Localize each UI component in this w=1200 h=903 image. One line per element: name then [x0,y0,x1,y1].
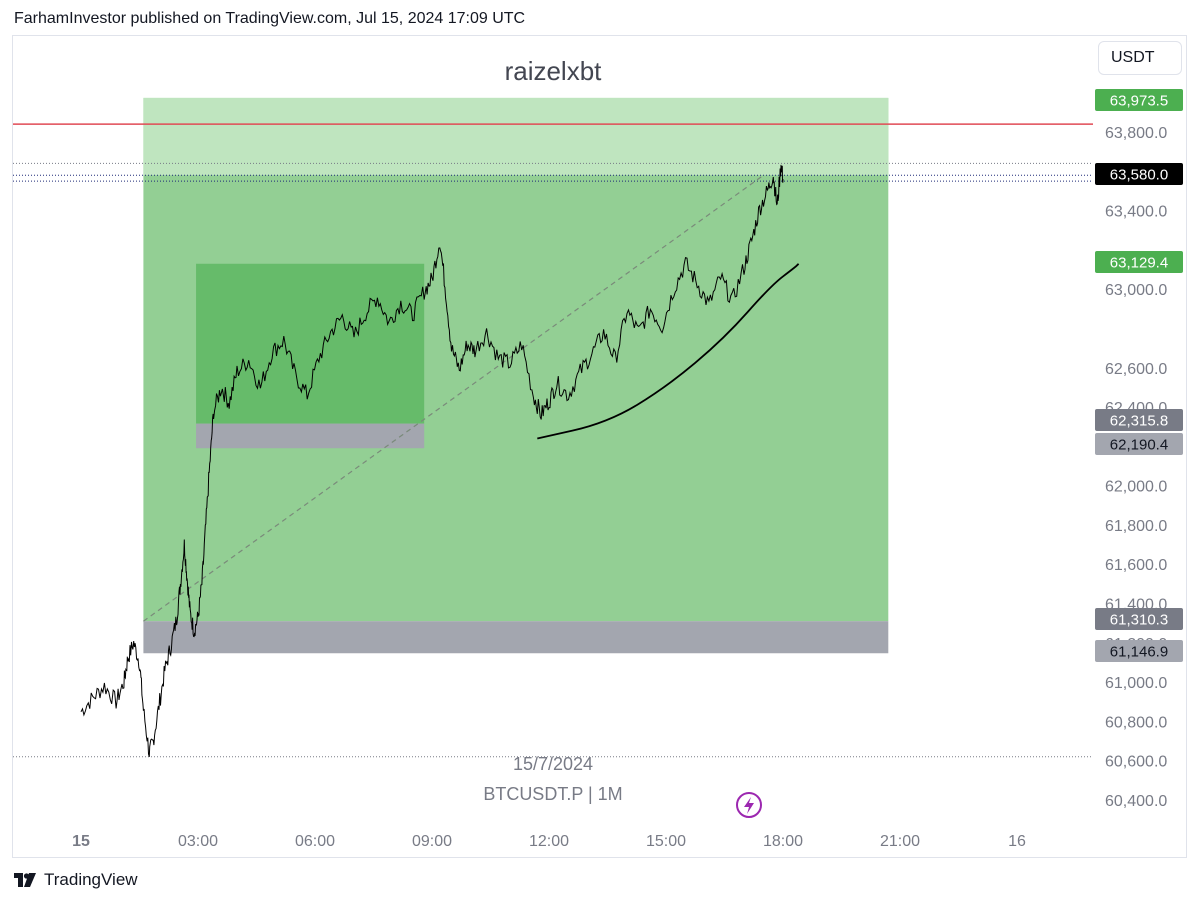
price-badge-bg [1095,409,1183,431]
x-tick-label: 18:00 [763,833,803,850]
price-badge-bg [1095,640,1183,662]
tradingview-brand-label: TradingView [44,870,138,889]
x-tick-label: 09:00 [412,833,452,850]
tradingview-brand[interactable]: TradingView [14,870,138,890]
price-badge-bg [1095,251,1183,273]
y-tick-label: 60,600.0 [1105,754,1167,771]
chart-title: raizelxbt [505,56,603,86]
price-badge-bg [1095,89,1183,111]
x-tick-label: 06:00 [295,833,335,850]
y-tick-label: 61,000.0 [1105,675,1167,692]
currency-button[interactable]: USDT [1098,41,1182,75]
price-badges: 63,973.5 63,580.0 63,129.4 62,315.8 62,190.4… [1095,89,1183,662]
price-badge-label: 63,973.5 [1110,93,1168,110]
lightning-icon[interactable] [736,792,762,818]
price-badge-label: 63,580.0 [1110,167,1168,184]
y-tick-label: 61,600.0 [1105,557,1167,574]
symbol-watermark: BTCUSDT.P | 1M [483,784,622,804]
price-badge-bg [1095,608,1183,630]
zone-inner_stop [196,423,425,449]
price-badge-label: 62,190.4 [1110,437,1168,454]
trend-curve [537,262,800,440]
publish-header: FarhamInvestor published on TradingView.… [14,10,526,27]
diagonal-line [143,174,764,622]
price-badge-bg [1095,163,1183,185]
y-tick-label: 62,000.0 [1105,479,1167,496]
y-tick-label: 60,400.0 [1105,793,1167,810]
lines-layer [13,123,1093,758]
x-axis: 15 03:00 06:00 09:00 12:00 15:00 18:00 21:00 16 [72,833,1026,850]
x-tick-label: 21:00 [880,833,920,850]
price-series [80,164,784,758]
date-watermark: 15/7/2024 [513,754,593,774]
price-layer [80,164,784,758]
y-tick-label: 63,000.0 [1105,282,1167,299]
x-tick-label: 12:00 [529,833,569,850]
chart-frame [12,35,1187,858]
price-badge-label: 61,310.3 [1110,612,1168,629]
y-axis: 63,800.063,400.063,000.062,600.062,400.0… [1105,125,1167,810]
y-tick-label: 61,800.0 [1105,518,1167,535]
y-tick-label: 60,800.0 [1105,714,1167,731]
price-badge-label: 62,315.8 [1110,413,1168,430]
y-tick-label: 62,600.0 [1105,361,1167,378]
y-tick-label: 63,400.0 [1105,204,1167,221]
x-tick-label: 15 [72,833,90,850]
x-tick-label: 16 [1008,833,1026,850]
x-tick-label: 15:00 [646,833,686,850]
zone-stop [143,621,889,654]
price-badge-label: 61,146.9 [1110,644,1168,661]
y-tick-label: 63,800.0 [1105,125,1167,142]
zone-target-upper [143,97,889,176]
x-tick-label: 03:00 [178,833,218,850]
tradingview-logo-icon [14,873,36,887]
price-badge-label: 63,129.4 [1110,255,1168,272]
zones-layer [143,97,889,654]
price-badge-bg [1095,433,1183,455]
zone-inner [196,263,425,424]
